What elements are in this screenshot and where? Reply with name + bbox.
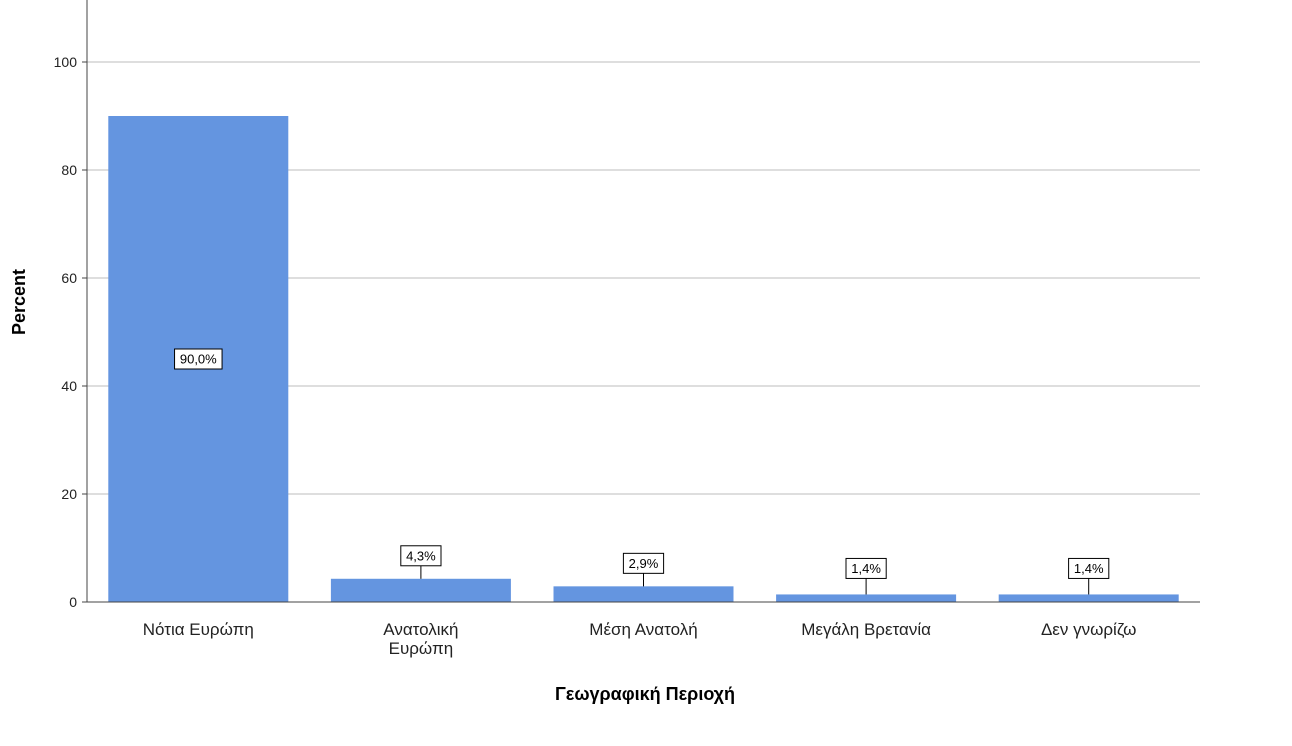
y-axis-title: Percent xyxy=(9,269,29,335)
bar xyxy=(330,578,511,602)
data-label: 90,0% xyxy=(180,352,217,367)
bar xyxy=(998,594,1179,602)
y-tick-label: 0 xyxy=(69,594,77,610)
y-tick-label: 100 xyxy=(54,54,78,70)
data-label-box xyxy=(845,557,887,579)
bars xyxy=(108,116,1179,602)
x-axis-title: Γεωγραφική Περιοχή xyxy=(555,684,735,704)
x-tick-labels: Νότια Ευρώπη Ανατολική Ευρώπη Μέση Ανατολή Μ… xyxy=(143,620,1137,658)
x-tick-label: Νότια Ευρώπη xyxy=(143,620,254,639)
y-tick-label: 20 xyxy=(61,486,77,502)
data-label-box xyxy=(1068,557,1110,579)
axes xyxy=(86,0,1200,603)
bar xyxy=(553,586,734,602)
y-tick-label: 60 xyxy=(61,270,77,286)
data-label-box xyxy=(622,552,665,574)
data-label-box xyxy=(174,348,223,370)
data-label: 1,4% xyxy=(851,561,881,576)
data-label: 4,3% xyxy=(406,548,436,563)
data-labels: 90,0% 4,3% 2,9% 1,4% 1,4% xyxy=(174,348,1110,595)
y-tick-label: 40 xyxy=(61,378,77,394)
bar xyxy=(776,594,957,602)
x-tick-label: Μεγάλη Βρετανία xyxy=(801,620,931,639)
y-tick-label: 80 xyxy=(61,162,77,178)
data-label: 1,4% xyxy=(1074,561,1104,576)
data-label: 2,9% xyxy=(629,556,659,571)
x-tick-label: Μέση Ανατολή xyxy=(589,620,697,639)
y-tick-labels: 0 20 40 60 80 100 xyxy=(54,54,87,610)
data-label-box xyxy=(400,545,442,567)
x-tick-label: Ανατολική Ευρώπη xyxy=(383,620,458,658)
x-tick-label: Δεν γνωρίζω xyxy=(1041,620,1137,639)
